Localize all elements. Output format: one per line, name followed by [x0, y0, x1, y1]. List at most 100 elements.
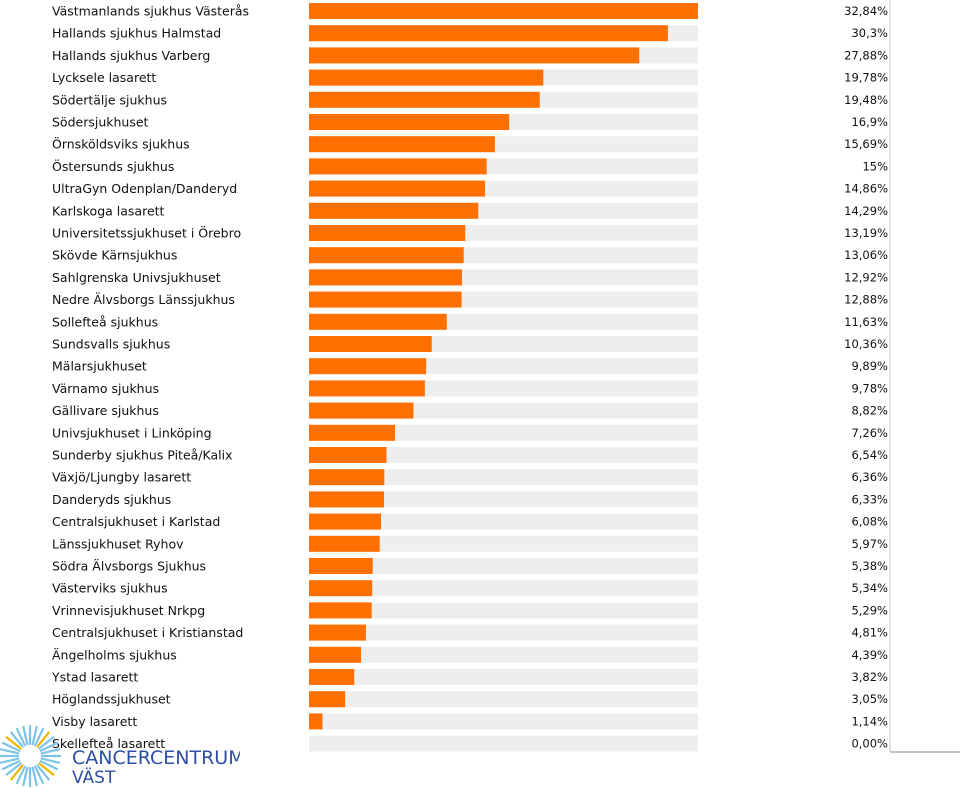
chart-row: Karlskoga lasarett 14,29%	[52, 202, 888, 219]
category-label: Höglandssjukhuset	[52, 692, 171, 707]
category-label: Sahlgrenska Univsjukhuset	[52, 270, 221, 285]
value-label: 9,89%	[851, 359, 888, 373]
chart-row: Vrinnevisjukhuset Nrkpg 5,29%	[52, 602, 888, 619]
chart-row: Södertälje sjukhus 19,48%	[52, 91, 888, 108]
chart-row: Univsjukhuset i Linköping 7,26%	[52, 424, 888, 441]
category-label: Vrinnevisjukhuset Nrkpg	[52, 603, 205, 618]
value-label: 15,69%	[844, 137, 888, 151]
category-label: Gällivare sjukhus	[52, 403, 159, 418]
chart-row: Södersjukhuset 16,9%	[52, 114, 888, 130]
bar	[309, 313, 447, 330]
bar	[309, 713, 323, 730]
category-label: Östersunds sjukhus	[52, 158, 174, 174]
sunburst-ray	[5, 762, 22, 776]
bar	[309, 69, 544, 86]
chart-row: Mälarsjukhuset 9,89%	[52, 358, 888, 375]
bar	[309, 646, 362, 663]
bar	[309, 25, 668, 42]
chart-row: Centralsjukhuset i Kristianstad 4,81%	[52, 624, 888, 641]
chart-row: Skövde Kärnsjukhus 13,06%	[52, 247, 888, 264]
bar-track	[309, 513, 698, 530]
bar-track	[309, 646, 698, 663]
value-label: 5,97%	[851, 537, 888, 551]
bar	[309, 669, 355, 685]
value-label: 6,33%	[851, 492, 888, 506]
chart-rows: Västmanlands sjukhus Västerås 32,84% Halla…	[51, 3, 888, 752]
sunburst-ray	[39, 760, 59, 771]
chart-row: Länssjukhuset Ryhov 5,97%	[52, 535, 888, 552]
category-label: Hallands sjukhus Halmstad	[52, 26, 221, 41]
category-label: Örnsköldsviks sjukhus	[52, 136, 190, 152]
value-label: 3,82%	[851, 670, 888, 684]
logo-text-line2: VÄST	[72, 767, 116, 788]
value-label: 13,06%	[844, 248, 888, 262]
value-label: 30,3%	[851, 26, 888, 40]
bar-track	[309, 424, 698, 441]
value-label: 5,38%	[851, 559, 888, 573]
bar	[309, 358, 427, 375]
value-label: 0,00%	[851, 737, 888, 751]
sunburst-ray	[10, 764, 24, 781]
sunburst-ray	[22, 725, 29, 746]
category-label: Södertälje sjukhus	[52, 92, 167, 107]
bar	[309, 158, 487, 175]
bar-track	[309, 447, 698, 463]
chart-row: Visby lasarett 1,14%	[52, 713, 888, 730]
sunburst-ray	[1, 741, 21, 752]
bar	[309, 535, 380, 552]
category-label: Nedre Älvsborgs Länssjukhus	[52, 292, 235, 307]
value-label: 4,39%	[851, 648, 888, 662]
bar	[309, 291, 462, 308]
chart-row: Ystad lasarett 3,82%	[51, 669, 888, 685]
sunburst-ray	[36, 731, 50, 748]
sunburst-ray	[31, 725, 38, 746]
chart-row: Sundsvalls sjukhus 10,36%	[52, 336, 888, 352]
chart-row: Lycksele lasarett 19,78%	[52, 69, 888, 86]
category-label: Södersjukhuset	[52, 115, 149, 130]
category-label: Värnamo sjukhus	[52, 381, 159, 396]
value-label: 27,88%	[844, 48, 888, 62]
bar-track	[309, 669, 698, 685]
value-label: 15%	[862, 159, 888, 173]
chart-row: Skellefteå lasarett 0,00%	[52, 735, 888, 752]
sunburst-ray	[15, 727, 26, 747]
bar	[309, 3, 698, 19]
sunburst-ray	[31, 766, 38, 787]
bar	[309, 469, 385, 486]
bar-track	[309, 691, 698, 708]
category-label: Sunderby sjukhus Piteå/Kalix	[52, 448, 233, 463]
chart-row: Centralsjukhuset i Karlstad 6,08%	[52, 513, 888, 530]
category-label: Västmanlands sjukhus Västerås	[52, 4, 249, 19]
sunburst-ray	[38, 736, 55, 750]
category-label: Ystad lasarett	[51, 670, 138, 685]
value-label: 8,82%	[851, 404, 888, 418]
value-label: 5,29%	[851, 603, 888, 617]
chart-row: Ängelholms sjukhus 4,39%	[52, 646, 888, 663]
sunburst-ray	[5, 736, 22, 750]
sunburst-ray	[15, 765, 26, 785]
category-label: Sollefteå sjukhus	[52, 314, 158, 329]
value-label: 11,63%	[844, 315, 888, 329]
value-label: 6,36%	[851, 470, 888, 484]
category-label: UltraGyn Odenplan/Danderyd	[52, 181, 237, 196]
bar-track	[309, 535, 698, 552]
value-label: 19,78%	[844, 71, 888, 85]
logo-text-line1: CANCERCENTRUM	[72, 747, 240, 769]
category-label: Karlskoga lasarett	[52, 203, 165, 218]
bar-track	[309, 580, 698, 597]
bar	[309, 691, 346, 708]
category-label: Hallands sjukhus Varberg	[52, 48, 210, 63]
bar	[309, 513, 382, 530]
chart-row: Gällivare sjukhus 8,82%	[52, 402, 888, 419]
sunburst-ray	[40, 757, 61, 764]
sunburst-ray	[0, 757, 20, 764]
chart-row: Nedre Älvsborgs Länssjukhus 12,88%	[52, 291, 888, 308]
category-label: Visby lasarett	[52, 714, 137, 729]
bar	[309, 602, 372, 619]
category-label: Centralsjukhuset i Karlstad	[52, 514, 220, 529]
bar	[309, 180, 486, 197]
category-label: Univsjukhuset i Linköping	[52, 425, 212, 440]
chart-row: Sunderby sjukhus Piteå/Kalix 6,54%	[52, 447, 888, 463]
bar-track	[309, 735, 698, 752]
value-label: 4,81%	[851, 626, 888, 640]
